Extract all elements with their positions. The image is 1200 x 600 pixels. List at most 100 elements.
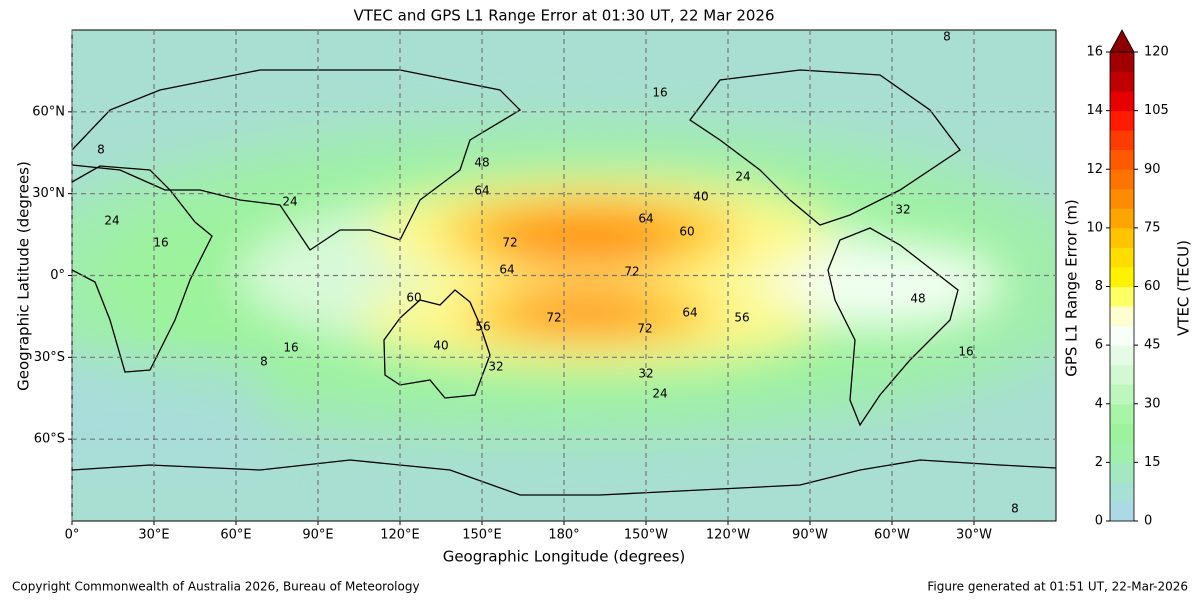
x-axis-label: Geographic Longitude (degrees) — [443, 548, 686, 566]
colorbar-extend — [1109, 29, 1135, 53]
contour-label: 24 — [282, 195, 297, 209]
colorbar-right-tick-label: 0 — [1144, 514, 1152, 529]
contour-label: 40 — [433, 339, 448, 353]
contour-label: 48 — [474, 156, 489, 170]
colorbar-left-tick-label: 8 — [1095, 279, 1103, 294]
colorbar-band — [1110, 306, 1134, 327]
x-tick-label: 30°W — [956, 528, 992, 543]
contour-label: 48 — [910, 292, 925, 306]
colorbar-right-tick-label: 30 — [1144, 396, 1161, 411]
colorbar-band — [1110, 325, 1134, 346]
contour-label: 16 — [958, 345, 973, 359]
contour-label: 72 — [546, 311, 561, 325]
x-tick-label: 150°W — [624, 528, 668, 543]
colorbar-left-tick-label: 4 — [1095, 396, 1103, 411]
y-tick-label: 60°S — [34, 432, 65, 447]
colorbar-right-tick-label: 45 — [1144, 338, 1161, 353]
contour-label: 8 — [260, 355, 268, 369]
colorbar-band — [1110, 501, 1134, 522]
y-axis-label: Geographic Latitude (degrees) — [15, 161, 33, 391]
contour-label: 60 — [406, 291, 421, 305]
colorbar-right-tick-label: 120 — [1144, 45, 1169, 60]
colorbar-band — [1110, 130, 1134, 151]
contour-label: 64 — [474, 184, 489, 198]
contour-label: 24 — [735, 170, 750, 184]
colorbar-band — [1110, 71, 1134, 92]
africa — [72, 165, 213, 373]
colorbar-left-tick-label: 12 — [1086, 162, 1103, 177]
contour-label: 64 — [499, 263, 514, 277]
contour-label: 16 — [652, 86, 667, 100]
colorbar-left-tick-label: 2 — [1095, 455, 1103, 470]
contour-label: 24 — [652, 387, 667, 401]
colorbar-band — [1110, 462, 1134, 483]
contour-label: 8 — [943, 30, 951, 44]
contour-label: 60 — [679, 225, 694, 239]
contour-label: 32 — [895, 203, 910, 217]
contour-label: 72 — [502, 236, 517, 250]
colorbar-band — [1110, 247, 1134, 268]
colorbar-right-tick-label: 15 — [1144, 455, 1161, 470]
eurasia — [72, 69, 522, 251]
colorbar-left-label: GPS L1 Range Error (m) — [1063, 199, 1081, 377]
contour-label: 32 — [638, 367, 653, 381]
x-tick-label: 60°E — [220, 528, 251, 543]
colorbar-right-tick-label: 90 — [1144, 162, 1161, 177]
colorbar-band — [1110, 442, 1134, 463]
colorbar-band — [1110, 149, 1134, 170]
contour-label: 56 — [475, 320, 490, 334]
colorbar-band — [1110, 364, 1134, 385]
y-tick-label: 60°N — [32, 104, 65, 119]
y-tick-label: 30°S — [34, 350, 65, 365]
x-tick-label: 0° — [65, 528, 80, 543]
colorbar-left-tick-label: 10 — [1086, 220, 1103, 235]
x-tick-label: 30°E — [138, 528, 169, 543]
footer-left: Copyright Commonwealth of Australia 2026… — [12, 580, 420, 594]
x-tick-label: 120°E — [380, 528, 420, 543]
colorbar-right-tick-label: 75 — [1144, 220, 1161, 235]
colorbar-right-tick-label: 105 — [1144, 103, 1169, 118]
x-tick-label: 180° — [548, 528, 579, 543]
contour-label: 40 — [693, 190, 708, 204]
contour-label: 16 — [283, 341, 298, 355]
colorbar-band — [1110, 423, 1134, 444]
vtec-field — [72, 30, 1056, 521]
colorbar-right-tick-label: 60 — [1144, 279, 1161, 294]
x-tick-label: 60°W — [874, 528, 910, 543]
colorbar-left-tick-label: 6 — [1095, 338, 1103, 353]
antarctica — [72, 459, 1056, 496]
contour-label: 72 — [624, 265, 639, 279]
title: VTEC and GPS L1 Range Error at 01:30 UT,… — [353, 7, 774, 25]
colorbar-left-tick-label: 16 — [1086, 45, 1103, 60]
colorbar-band — [1110, 208, 1134, 229]
contour-label: 32 — [488, 360, 503, 374]
contour-label: 24 — [104, 214, 119, 228]
colorbar-band — [1110, 110, 1134, 131]
australia — [383, 289, 491, 399]
contour-label: 8 — [97, 143, 105, 157]
colorbar-band — [1110, 188, 1134, 209]
x-tick-label: 120°W — [706, 528, 750, 543]
x-tick-label: 90°W — [792, 528, 828, 543]
north-america — [689, 69, 961, 226]
coastlines — [72, 69, 1056, 496]
contour-label: 56 — [734, 311, 749, 325]
y-tick-label: 30°N — [32, 186, 65, 201]
contour-label: 64 — [638, 212, 653, 226]
contour-label: 72 — [637, 322, 652, 336]
south-america — [827, 227, 959, 427]
colorbar-band — [1110, 91, 1134, 112]
contour-label: 16 — [153, 236, 168, 250]
colorbar-band — [1110, 481, 1134, 502]
x-tick-label: 150°E — [462, 528, 502, 543]
colorbar-band — [1110, 169, 1134, 190]
colorbar-band — [1110, 403, 1134, 424]
colorbar-band — [1110, 286, 1134, 307]
x-tick-label: 90°E — [302, 528, 333, 543]
contour-label: 64 — [682, 306, 697, 320]
colorbar-left-tick-label: 14 — [1086, 103, 1103, 118]
colorbar-band — [1110, 345, 1134, 366]
colorbar-band — [1110, 52, 1134, 73]
colorbar-band — [1110, 227, 1134, 248]
